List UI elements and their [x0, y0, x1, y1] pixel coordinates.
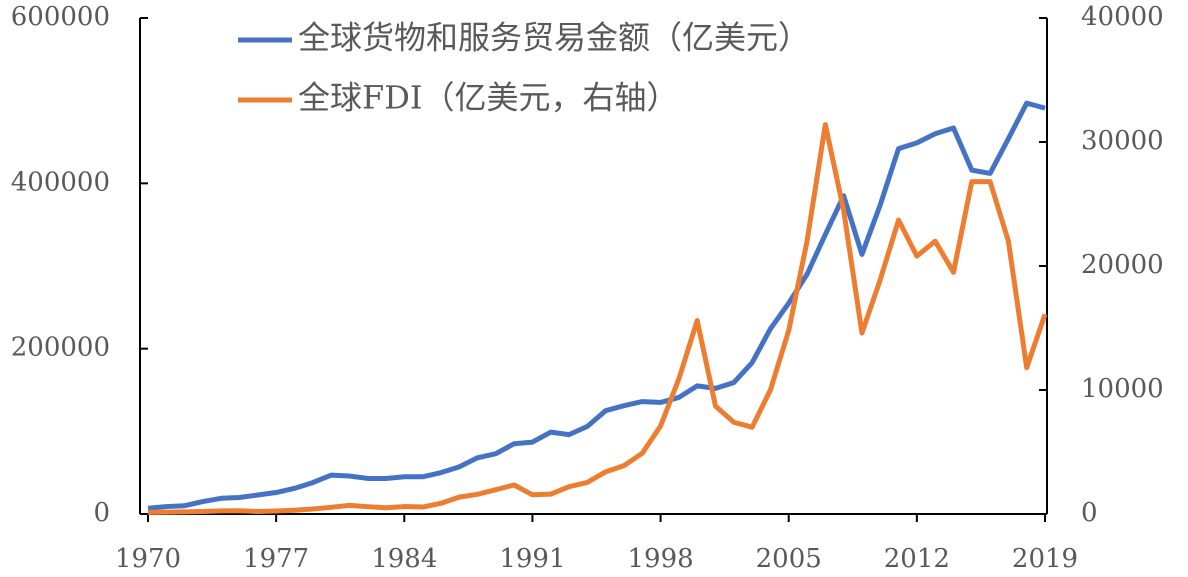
series-line — [147, 122, 1048, 515]
x-tick-label: 1998 — [627, 544, 693, 574]
x-tick-label: 2005 — [756, 544, 822, 574]
legend-label: 全球货物和服务贸易金额（亿美元） — [298, 19, 810, 57]
legend-label: 全球FDI（亿美元，右轴） — [298, 79, 679, 117]
y2-tick-label: 40000 — [1081, 2, 1164, 32]
x-tick-label: 2019 — [1012, 544, 1078, 574]
y-tick-label: 600000 — [11, 2, 110, 32]
x-tick-label: 1991 — [499, 544, 565, 574]
y2-tick-label: 20000 — [1081, 250, 1164, 280]
x-tick-label: 2012 — [884, 544, 950, 574]
series-line — [147, 100, 1046, 511]
y-tick-label: 400000 — [11, 167, 110, 197]
y2-tick-label: 30000 — [1081, 126, 1164, 156]
y2-tick-label: 0 — [1081, 498, 1098, 528]
y2-tick-label: 10000 — [1081, 374, 1164, 404]
x-tick-label: 1977 — [243, 544, 309, 574]
x-tick-label: 1970 — [115, 544, 181, 574]
x-tick-label: 1984 — [371, 544, 437, 574]
y-tick-label: 200000 — [11, 333, 110, 363]
y-tick-label: 0 — [93, 498, 110, 528]
